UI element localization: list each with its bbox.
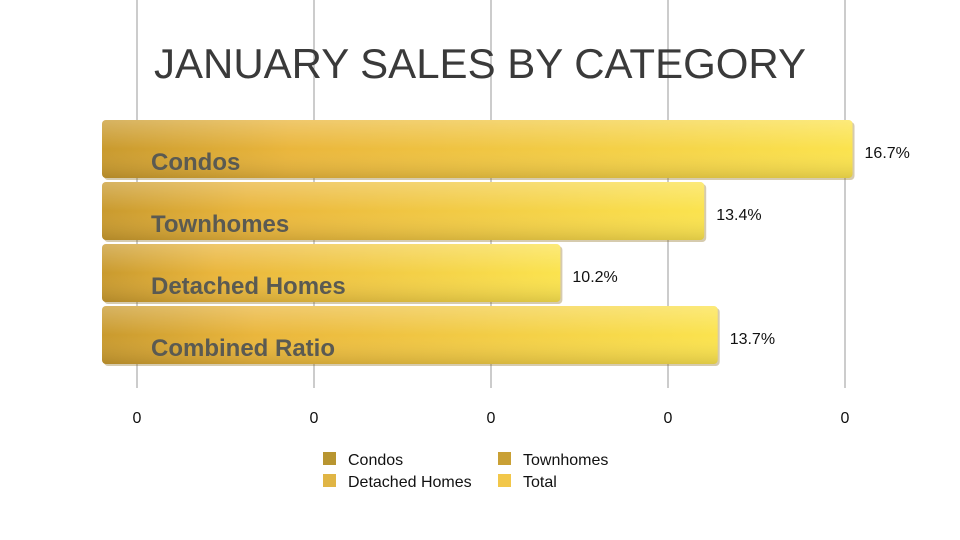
bar-highlight — [102, 120, 853, 178]
bar-group: Condos 16.7% — [102, 120, 910, 180]
legend-label: Condos — [348, 452, 403, 469]
legend-item: Detached Homes — [323, 474, 472, 491]
x-tick-label: 0 — [841, 410, 850, 427]
legend-item: Total — [498, 474, 557, 491]
legend-swatch — [498, 474, 511, 487]
value-label: 13.4% — [716, 207, 761, 224]
legend-swatch — [323, 452, 336, 465]
x-axis-ticks: 0 0 0 0 0 — [133, 410, 850, 427]
legend-label: Total — [523, 474, 557, 491]
legend-swatch — [498, 452, 511, 465]
bar-group: Detached Homes 10.2% — [102, 244, 618, 304]
chart-title: JANUARY SALES BY CATEGORY — [154, 40, 806, 87]
x-tick-label: 0 — [487, 410, 496, 427]
legend-label: Townhomes — [523, 452, 608, 469]
value-label: 13.7% — [730, 331, 775, 348]
value-label: 16.7% — [865, 145, 910, 162]
bar-group: Townhomes 13.4% — [102, 182, 762, 242]
bar-highlight — [102, 182, 705, 240]
x-tick-label: 0 — [310, 410, 319, 427]
category-label: Condos — [151, 149, 240, 176]
legend-swatch — [323, 474, 336, 487]
bars: Condos 16.7% Townhomes 13.4% Detached Homes 1… — [102, 120, 910, 366]
x-tick-label: 0 — [133, 410, 142, 427]
bar-highlight — [102, 306, 718, 364]
legend-label: Detached Homes — [348, 474, 472, 491]
bar-group: Combined Ratio 13.7% — [102, 306, 775, 366]
legend-item: Condos — [323, 452, 403, 469]
legend: Condos Townhomes Detached Homes Total — [323, 452, 608, 491]
value-label: 10.2% — [572, 269, 617, 286]
bar-highlight — [102, 244, 561, 302]
category-label: Townhomes — [151, 211, 289, 238]
category-label: Detached Homes — [151, 273, 346, 300]
x-tick-label: 0 — [664, 410, 673, 427]
category-label: Combined Ratio — [151, 335, 335, 362]
legend-item: Townhomes — [498, 452, 608, 469]
